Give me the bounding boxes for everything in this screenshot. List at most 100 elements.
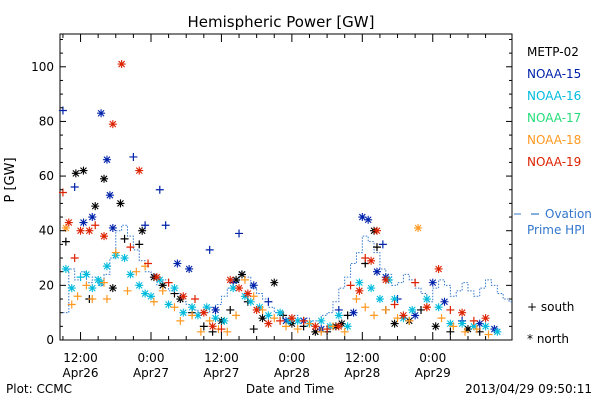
data-point-north	[458, 319, 467, 328]
data-point-north	[434, 264, 443, 273]
data-point-north	[211, 305, 220, 314]
data-point-south	[91, 221, 100, 230]
data-point-south	[191, 295, 200, 304]
data-point-north	[367, 284, 376, 293]
data-point-north	[249, 281, 258, 290]
data-point-north	[293, 316, 302, 325]
data-point-north	[422, 303, 431, 312]
data-point-north	[135, 281, 144, 290]
data-point-north	[226, 275, 235, 284]
x-tick-date-label: Apr28	[274, 366, 310, 380]
data-point-south	[484, 330, 493, 339]
data-point-north	[88, 284, 97, 293]
y-tick-label: 60	[39, 169, 54, 183]
data-point-north	[246, 297, 255, 306]
data-point-south	[223, 327, 232, 336]
data-point-north	[311, 327, 320, 336]
data-point-south	[188, 311, 197, 320]
x-tick-time-label: 12:00	[204, 351, 239, 365]
data-point-north	[126, 270, 135, 279]
data-point-north	[372, 226, 381, 235]
data-point-north	[199, 308, 208, 317]
data-point-north	[164, 300, 173, 309]
data-point-south	[196, 327, 205, 336]
y-tick-label: 0	[46, 333, 54, 347]
data-point-north	[358, 213, 367, 222]
data-point-south	[226, 305, 235, 314]
data-point-north	[202, 303, 211, 312]
data-point-north	[270, 278, 279, 287]
data-point-south	[217, 325, 226, 334]
data-point-north	[381, 275, 390, 284]
data-point-north	[475, 319, 484, 328]
data-point-south	[158, 286, 167, 295]
x-tick-date-label: Apr26	[63, 366, 99, 380]
data-point-north	[264, 311, 273, 320]
data-point-south	[70, 254, 79, 263]
legend-entry: NOAA-15	[527, 67, 581, 81]
data-point-north	[179, 292, 188, 301]
data-point-north	[67, 284, 76, 293]
y-tick-label: 80	[39, 114, 54, 128]
x-axis-label: Date and Time	[246, 382, 334, 396]
data-point-north	[108, 284, 117, 293]
data-point-north	[469, 322, 478, 331]
data-point-north	[173, 259, 182, 268]
data-point-north	[179, 308, 188, 317]
data-point-north	[61, 223, 70, 232]
data-point-north	[493, 327, 502, 336]
x-tick-date-label: Apr27	[203, 366, 239, 380]
data-point-north	[428, 278, 437, 287]
data-point-north	[446, 319, 455, 328]
data-point-north	[422, 295, 431, 304]
data-point-south	[88, 295, 97, 304]
data-point-north	[152, 273, 161, 282]
series-noaa-19	[58, 60, 490, 334]
data-point-north	[141, 289, 150, 298]
data-point-south	[170, 303, 179, 312]
data-point-north	[146, 292, 155, 301]
x-tick-date-label: Apr28	[344, 366, 380, 380]
data-point-south	[352, 295, 361, 304]
data-point-north	[235, 284, 244, 293]
data-point-south	[141, 221, 150, 230]
x-tick-time-label: 0:00	[278, 351, 305, 365]
data-point-north	[229, 284, 238, 293]
chart-title: Hemispheric Power [GW]	[188, 13, 375, 31]
data-point-south	[111, 248, 120, 257]
data-point-north	[232, 275, 241, 284]
plot-credit: Plot: CCMC	[6, 382, 72, 396]
data-point-south	[446, 305, 455, 314]
data-point-north	[211, 314, 220, 323]
data-point-south	[73, 292, 82, 301]
data-point-north	[411, 311, 420, 320]
data-point-north	[440, 297, 449, 306]
data-point-north	[364, 215, 373, 224]
data-point-north	[185, 264, 194, 273]
data-point-south	[120, 234, 129, 243]
data-point-south	[282, 322, 290, 331]
data-point-north	[334, 322, 343, 331]
data-point-south	[70, 183, 79, 191]
data-point-south	[378, 240, 387, 249]
data-point-south	[299, 316, 308, 325]
data-point-south	[61, 237, 70, 246]
data-point-north	[375, 295, 384, 304]
data-point-south	[381, 305, 390, 314]
legend-entry: NOAA-16	[527, 89, 581, 103]
data-point-north	[208, 322, 217, 331]
data-point-south	[240, 275, 249, 284]
data-point-north	[334, 311, 343, 320]
data-point-south	[235, 229, 244, 238]
data-point-north	[108, 223, 117, 232]
data-point-north	[120, 254, 129, 263]
data-point-south	[437, 314, 446, 323]
data-points	[58, 60, 502, 339]
data-point-north	[102, 155, 111, 164]
data-point-north	[343, 322, 352, 331]
data-point-south	[469, 316, 478, 325]
data-point-north	[71, 169, 80, 178]
data-point-south	[82, 281, 91, 290]
data-point-south	[232, 311, 241, 320]
